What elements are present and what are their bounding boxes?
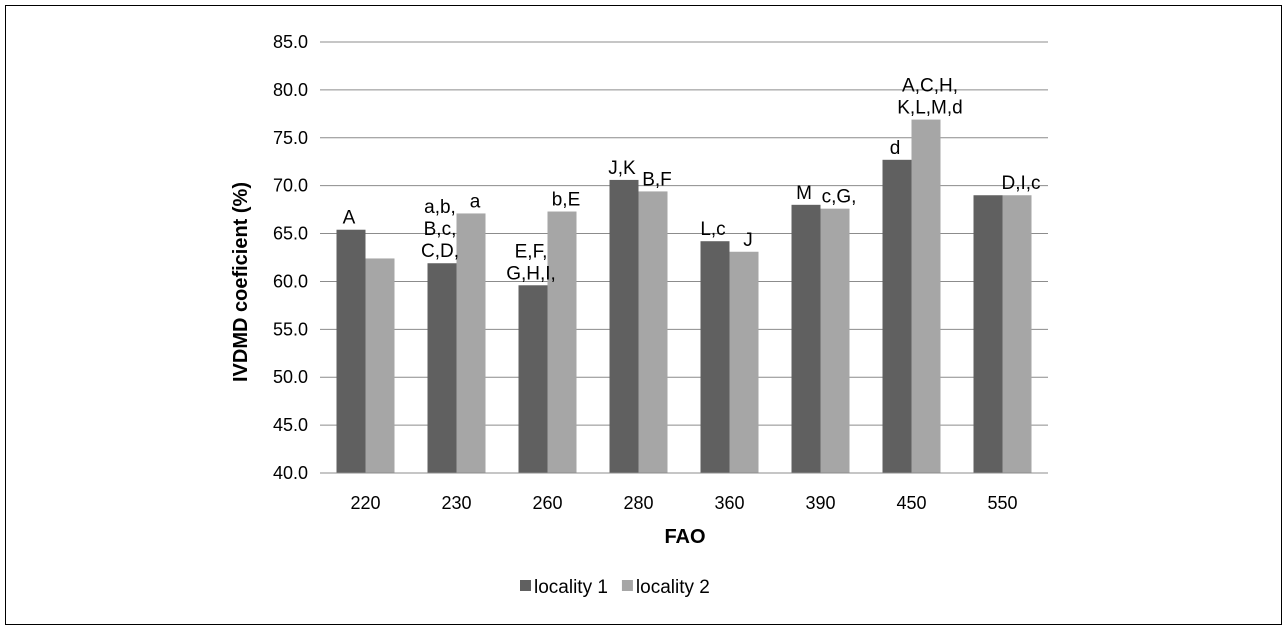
x-tick-label: 220 (350, 493, 380, 513)
data-label: M (796, 183, 812, 204)
legend-label: locality 2 (636, 577, 710, 598)
data-label: E,F, (515, 241, 548, 262)
bar-locality-2-450 (911, 119, 941, 473)
bar-locality-2-360 (729, 251, 759, 473)
data-label: c,G, (822, 187, 857, 208)
legend-swatch (520, 580, 531, 591)
x-tick-label: 230 (441, 493, 471, 513)
x-tick-labels: 220 230 260 280 360 390 450 550 (350, 493, 1017, 513)
legend-swatch (621, 580, 633, 591)
y-tick-label: 85.0 (273, 32, 308, 52)
data-label: d (890, 138, 901, 159)
data-label: C,D, (421, 241, 459, 262)
y-tick-label: 80.0 (273, 80, 308, 100)
y-tick-label: 60.0 (273, 271, 308, 291)
data-label: b,E (552, 190, 581, 211)
x-tick-label: 260 (532, 493, 562, 513)
y-tick-label: 75.0 (273, 128, 308, 148)
bar-locality-1-360 (700, 241, 730, 473)
data-label: G,H,I, (506, 263, 556, 284)
data-label: K,L,M,d (897, 98, 962, 119)
legend-label: locality 1 (534, 577, 608, 598)
y-axis-title: IVDMD coeficient (%) (230, 182, 252, 382)
x-tick-label: 450 (896, 493, 926, 513)
y-tick-label: 55.0 (273, 319, 308, 339)
y-tick-label: 65.0 (273, 224, 308, 244)
x-tick-label: 550 (987, 493, 1017, 513)
x-tick-label: 360 (714, 493, 744, 513)
y-tick-label: 40.0 (273, 463, 308, 483)
bar-locality-1-280 (609, 179, 639, 474)
bar-locality-2-260 (547, 211, 577, 473)
x-tick-label: 390 (805, 493, 835, 513)
bar-locality-1-260 (518, 285, 548, 473)
bar-locality-2-550 (1002, 195, 1032, 473)
x-tick-label: 280 (623, 493, 653, 513)
x-axis-title: FAO (664, 526, 705, 548)
bar-locality-1-230 (427, 263, 457, 473)
data-label: J (743, 230, 753, 251)
bars (336, 119, 1032, 474)
data-label: B,F (642, 169, 672, 190)
bar-locality-1-220 (336, 229, 366, 473)
y-tick-labels: 40.0 45.0 50.0 55.0 60.0 65.0 70.0 75.0 80.0 85.0 (273, 32, 308, 483)
bar-locality-2-390 (820, 208, 850, 474)
y-tick-label: 50.0 (273, 367, 308, 387)
data-label: L,c (700, 219, 725, 240)
data-label: D,I,c (1001, 173, 1040, 194)
bar-locality-1-450 (882, 159, 912, 473)
data-label: A,C,H, (902, 76, 958, 97)
y-tick-label: 70.0 (273, 176, 308, 196)
legend: locality 1 locality 2 (520, 577, 710, 598)
data-label: B,c, (424, 219, 457, 240)
bar-locality-1-390 (791, 204, 821, 474)
data-label: a,b, (424, 197, 456, 218)
bar-locality-2-230 (456, 213, 486, 474)
data-label: a (470, 191, 481, 212)
y-tick-label: 45.0 (273, 415, 308, 435)
bar-locality-1-550 (973, 195, 1003, 473)
bar-locality-2-280 (638, 191, 668, 473)
data-label: J,K (608, 158, 636, 179)
bar-locality-2-220 (365, 258, 395, 473)
data-label: A (343, 208, 356, 229)
